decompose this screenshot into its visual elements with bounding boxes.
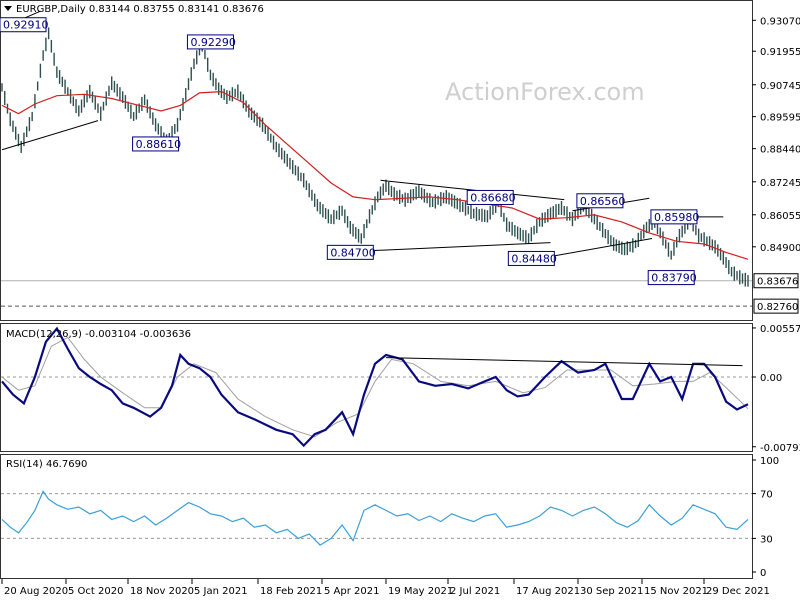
price-tick-label: 0.89595 [760,113,800,124]
macd-tick-label: 0.005579 [760,324,800,335]
rsi-line [1,490,749,546]
rsi-header: RSI(14) 46.7690 [6,459,87,470]
price-header: EURGBP,Daily 0.83144 0.83755 0.83141 0.8… [16,4,264,15]
price-annotation-box [466,189,514,205]
price-pane-frame [0,0,753,321]
time-tick-label: 2 Jul 2021 [450,586,500,597]
price-tick-label: 0.91955 [760,47,800,58]
time-tick-label: 5 Apr 2021 [324,586,379,597]
price-annotation-label: 0.88610 [136,138,182,151]
time-tick-label: 20 Aug 2020 [4,586,68,597]
macd-series [1,326,749,448]
dashed-level-tag [753,298,799,314]
price-annotation-box [0,17,47,33]
macd-pane-frame [0,323,753,452]
rsi-tick-label: 100 [760,456,779,467]
price-tick-label: 0.88440 [760,145,800,156]
current-price-tag [753,273,799,289]
rsi-pane: 100 70 30 0 RSI(14) 46.7690 [0,454,779,579]
moving-average-line [1,90,749,260]
time-tick-label: 29 Dec 2021 [706,586,770,597]
time-tick-label: 15 Nov 2021 [644,586,708,597]
macd-trendline [385,357,743,367]
price-annotation-box [326,244,374,260]
time-tick-label: 18 Feb 2021 [260,586,322,597]
current-price-label: 0.83676 [757,277,798,288]
price-axis: 0.93070 0.91955 0.90745 0.89595 0.88440 0.872… [1,16,800,314]
time-tick-label: 18 Nov 2020 [130,586,194,597]
time-axis: 20 Aug 2020 5 Oct 2020 18 Nov 2020 5 Jan 20… [1,579,770,597]
price-annotation-box [132,136,180,152]
macd-pane: 0.005579 0.00 -0.007931 MACD(12,26,9) -0.0… [0,323,800,454]
rsi-axis: 100 70 30 0 [1,456,779,579]
macd-tick-label: -0.007931 [760,443,800,454]
price-annotation-label: 0.84480 [511,252,557,265]
collapse-triangle-icon[interactable] [4,6,12,11]
price-annotation-label: 0.86680 [470,191,516,204]
price-pane: ActionForex.com 0.93070 0.91955 0.90745 0.8… [0,0,800,321]
price-annotations: 0.92910 0.92290 0.88610 0.84700 0.86680 0.844… [0,17,700,286]
price-annotation-label: 0.92910 [3,19,49,32]
price-annotation-box [507,250,555,266]
price-annotation-label: 0.85980 [654,211,700,224]
price-annotation-label: 0.83790 [651,272,697,285]
time-tick-label: 17 Aug 2021 [516,586,580,597]
time-tick-label: 5 Oct 2020 [68,586,123,597]
price-annotation-box [650,209,698,225]
price-annotation-box [576,193,624,209]
trendline [1,120,99,151]
price-annotation-label: 0.84700 [330,246,376,259]
macd-header: MACD(12,26,9) -0.003104 -0.003636 [6,329,191,340]
trendline [364,242,551,252]
price-annotation-box [647,270,695,286]
rsi-series [1,490,749,546]
macd-axis: 0.005579 0.00 -0.007931 [1,324,800,454]
price-annotation-box [186,34,234,50]
price-tick-label: 0.93070 [760,16,800,27]
rsi-tick-label: 0 [760,568,766,579]
price-annotation-label: 0.86560 [580,195,626,208]
price-annotation-label: 0.92290 [190,36,236,49]
watermark: ActionForex.com [445,78,645,106]
rsi-tick-label: 70 [760,490,773,501]
time-tick-label: 5 Jan 2021 [194,586,248,597]
rsi-pane-frame [0,454,753,579]
dashed-level-label: 0.82760 [757,302,798,313]
price-tick-label: 0.86055 [760,211,800,222]
time-tick-label: 30 Sep 2021 [580,586,643,597]
price-tick-label: 0.90745 [760,81,800,92]
price-tick-label: 0.87245 [760,178,800,189]
trendline [550,237,653,258]
price-tick-label: 0.84900 [760,243,800,254]
time-tick-label: 19 May 2021 [388,586,453,597]
rsi-tick-label: 30 [760,534,773,545]
macd-tick-label: 0.00 [760,373,782,384]
macd-line [1,326,749,448]
